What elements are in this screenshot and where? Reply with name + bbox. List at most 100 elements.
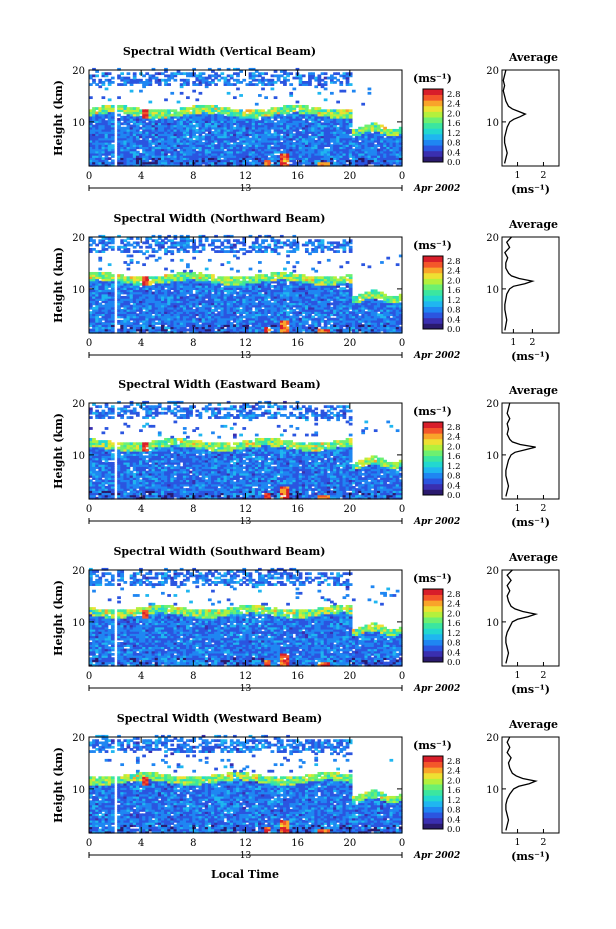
heatmap-cell: [164, 131, 168, 134]
heatmap-cell: [170, 118, 175, 121]
heatmap-cell: [98, 163, 103, 167]
heatmap-cell: [226, 126, 231, 130]
heatmap-cell: [201, 126, 206, 130]
heatmap-cell: [242, 139, 247, 143]
heatmap-cell: [186, 250, 190, 253]
heatmap-cell: [226, 74, 231, 78]
heatmap-cell: [270, 159, 275, 163]
heatmap-cell: [308, 76, 312, 80]
heatmap-cell: [164, 150, 168, 154]
heatmap-cell: [270, 83, 275, 86]
heatmap-cell: [279, 115, 284, 119]
heatmap-cell: [311, 155, 315, 158]
heatmap-cell: [276, 146, 281, 150]
heatmap-cell: [98, 131, 103, 134]
heatmap-cell: [198, 131, 203, 134]
heatmap-cell: [126, 157, 131, 161]
heatmap-cell: [283, 155, 287, 158]
heatmap-cell: [261, 163, 265, 167]
heatmap-cell: [110, 161, 115, 165]
heatmap-cell: [139, 118, 143, 121]
heatmap-cell: [204, 152, 209, 156]
heatmap-cell: [292, 133, 297, 137]
heatmap-cell: [176, 155, 181, 158]
heatmap-cell: [186, 157, 190, 161]
heatmap-cell: [236, 72, 240, 76]
heatmap-cell: [123, 81, 128, 84]
heatmap-cell: [308, 155, 312, 158]
heatmap-cell: [236, 111, 240, 115]
heatmap-cell: [314, 78, 319, 82]
heatmap-cell: [267, 120, 272, 124]
heatmap-cell: [126, 111, 131, 115]
heatmap-cell: [248, 113, 253, 117]
heatmap-cell: [251, 126, 256, 130]
heatmap-cell: [286, 126, 290, 130]
heatmap-cell: [251, 113, 256, 117]
heatmap-cell: [164, 81, 168, 84]
heatmap-cell: [104, 74, 109, 78]
heatmap-cell: [232, 152, 237, 156]
heatmap-cell: [276, 137, 281, 141]
heatmap-cell: [192, 126, 197, 130]
heatmap-cell: [292, 146, 297, 150]
heatmap-cell: [170, 128, 175, 132]
heatmap-cell: [123, 78, 128, 82]
heatmap-cell: [245, 159, 250, 163]
heatmap-cell: [198, 161, 203, 165]
heatmap-cell: [204, 135, 209, 139]
heatmap-cell: [214, 126, 218, 130]
heatmap-cell: [267, 78, 272, 82]
heatmap-cell: [192, 133, 197, 137]
heatmap-cell: [248, 142, 253, 145]
heatmap-cell: [120, 139, 125, 143]
heatmap-cell: [223, 150, 228, 154]
heatmap-cell: [242, 148, 247, 152]
heatmap-cell: [117, 135, 121, 139]
heatmap-cell: [270, 139, 275, 143]
heatmap-cell: [295, 115, 300, 119]
heatmap-cell: [298, 126, 303, 130]
heatmap-cell: [135, 109, 140, 113]
heatmap-cell: [189, 113, 193, 117]
heatmap-cell: [129, 142, 134, 145]
heatmap-cell: [273, 135, 278, 139]
heatmap-cell: [289, 163, 294, 167]
heatmap-cell: [151, 111, 156, 115]
heatmap-cell: [226, 163, 231, 167]
heatmap-cell: [157, 139, 162, 143]
heatmap-cell: [270, 126, 275, 130]
heatmap-cell: [179, 155, 184, 158]
heatmap-cell: [154, 133, 159, 137]
heatmap-cell: [126, 159, 131, 163]
heatmap-cell: [186, 109, 190, 113]
heatmap-cell: [292, 161, 297, 165]
heatmap-cell: [251, 137, 256, 141]
heatmap-cell: [232, 155, 237, 158]
heatmap-cell: [176, 126, 181, 130]
heatmap-cell: [304, 126, 309, 130]
heatmap-cell: [223, 78, 228, 82]
heatmap-cell: [98, 155, 103, 158]
heatmap-cell: [229, 146, 234, 150]
heatmap-cell: [92, 107, 96, 110]
heatmap-cell: [304, 107, 309, 110]
heatmap-cell: [286, 128, 290, 132]
heatmap-cell: [167, 148, 171, 152]
heatmap-cell: [267, 109, 272, 113]
heatmap-cell: [126, 126, 131, 130]
heatmap-cell: [236, 128, 240, 132]
heatmap-cell: [226, 124, 231, 128]
heatmap-cell: [89, 113, 93, 117]
heatmap-cell: [173, 131, 178, 134]
heatmap-cell: [104, 155, 109, 158]
heatmap-cell: [123, 161, 128, 165]
heatmap-cell: [267, 131, 272, 134]
heatmap-cell: [207, 142, 212, 145]
heatmap-cell: [98, 256, 103, 260]
heatmap-cell: [254, 126, 259, 130]
heatmap-cell: [101, 96, 106, 100]
heatmap-cell: [261, 150, 265, 154]
heatmap-cell: [151, 131, 156, 134]
heatmap-cell: [223, 159, 228, 163]
